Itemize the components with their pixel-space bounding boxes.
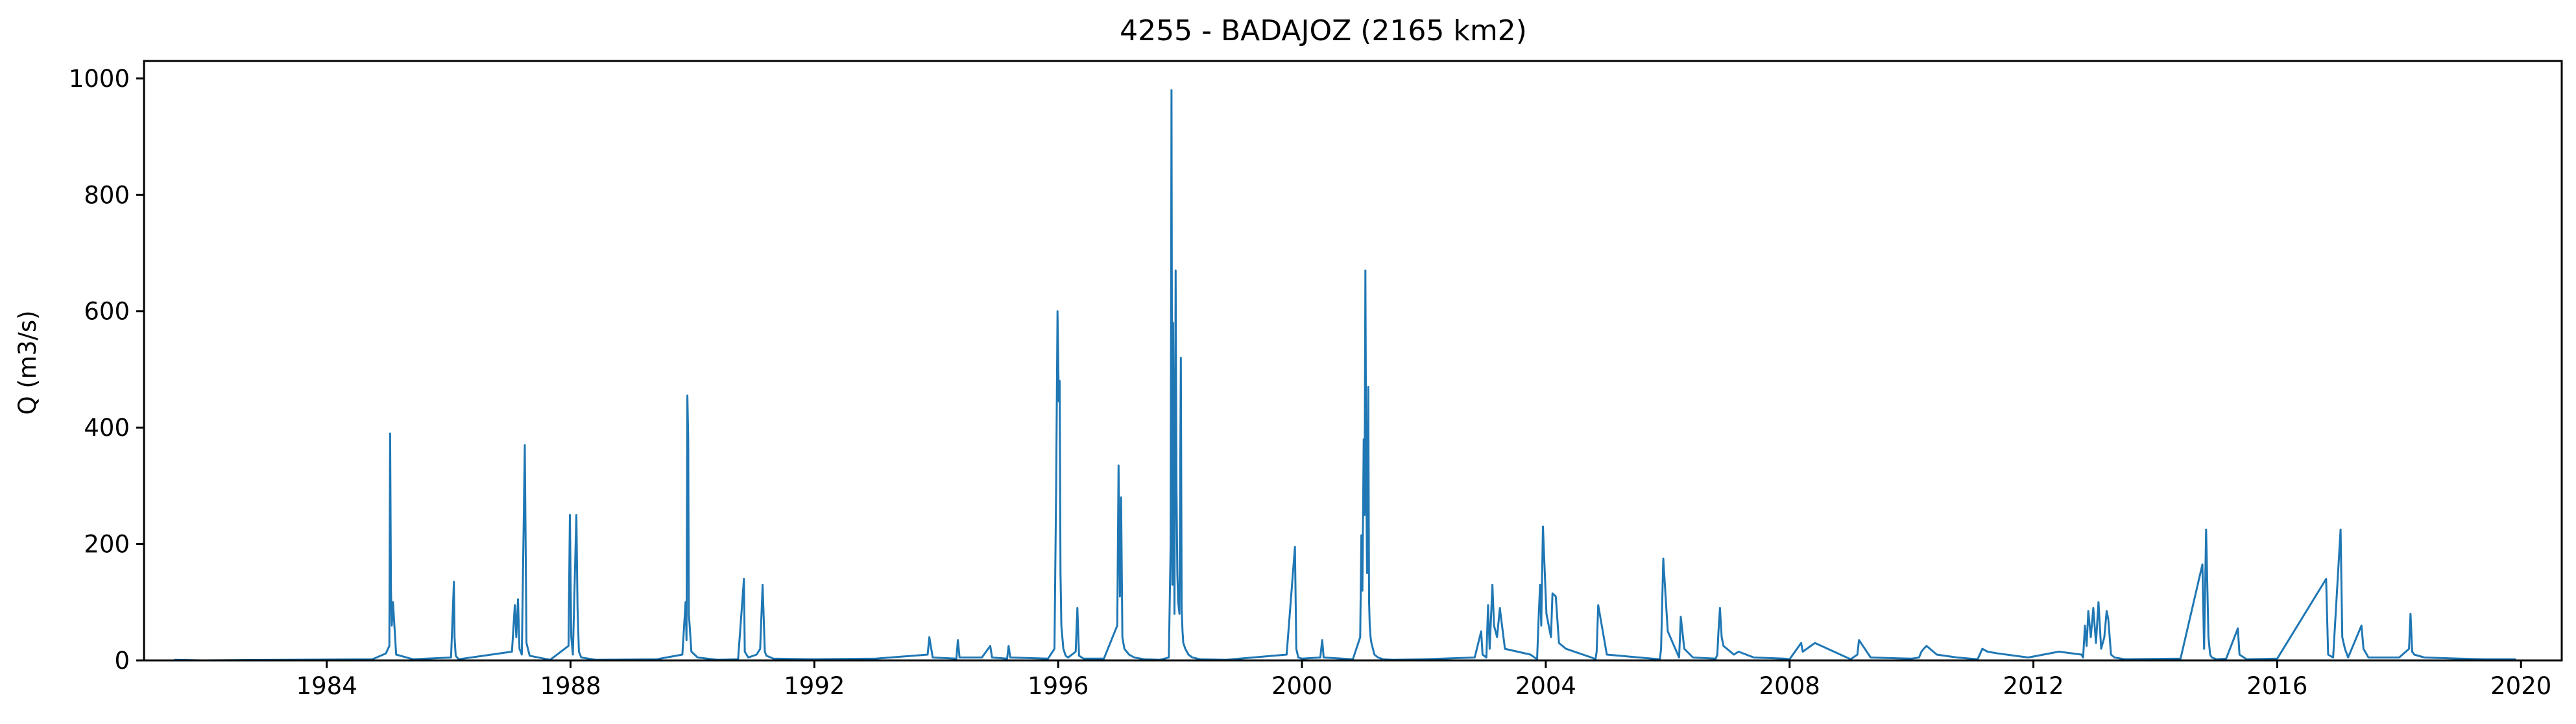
- chart-title: 4255 - BADAJOZ (2165 km2): [1120, 14, 1527, 47]
- y-tick-label: 200: [84, 531, 130, 559]
- series-line-0: [174, 89, 2516, 662]
- y-axis-label: Q (m3/s): [14, 310, 42, 415]
- x-axis: 1984 1988 1992 1996 2000 2004 2008 2012 2016 2020: [296, 660, 2551, 700]
- y-tick-label: 1000: [69, 65, 130, 93]
- x-tick-label: 1988: [540, 672, 601, 700]
- x-tick-label: 2004: [1515, 672, 1576, 700]
- x-tick-label: 2016: [2246, 672, 2307, 700]
- x-tick-label: 1992: [784, 672, 845, 700]
- y-tick-label: 0: [114, 647, 130, 675]
- y-tick-label: 800: [84, 181, 130, 209]
- x-tick-label: 1996: [1028, 672, 1089, 700]
- y-axis: 0 200 400 600 800 1000: [69, 65, 144, 675]
- x-tick-label: 2012: [2003, 672, 2064, 700]
- x-tick-label: 2008: [1759, 672, 1820, 700]
- plot-frame: [143, 60, 2563, 662]
- x-tick-label: 2000: [1271, 672, 1332, 700]
- x-tick-label: 1984: [296, 672, 357, 700]
- plot-area: [174, 89, 2516, 662]
- y-tick-label: 600: [84, 298, 130, 326]
- y-tick-label: 400: [84, 414, 130, 442]
- x-tick-label: 2020: [2490, 672, 2551, 700]
